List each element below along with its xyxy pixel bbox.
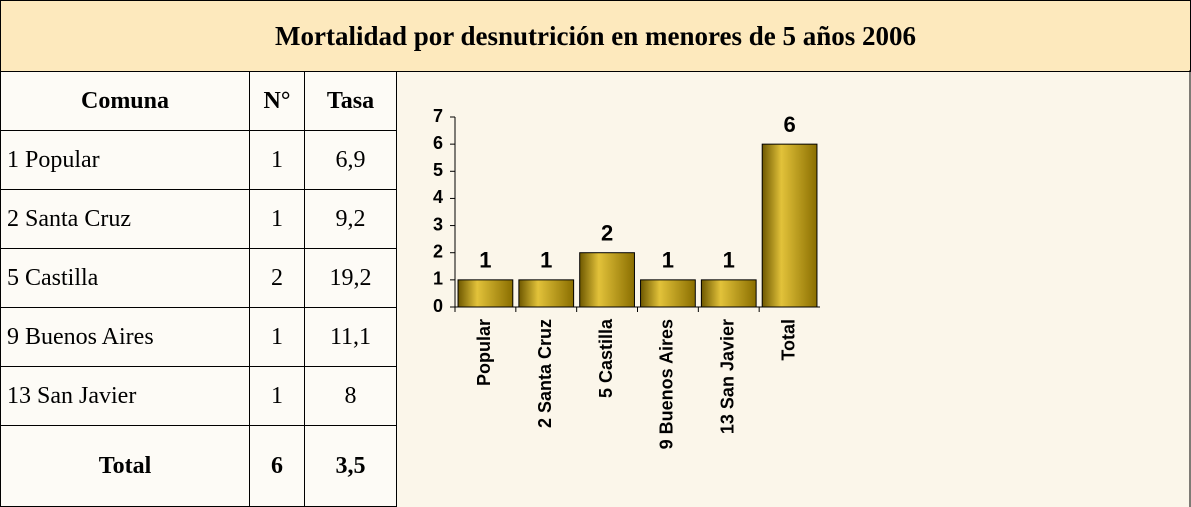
cell: 8 [304,366,397,426]
bar [579,252,635,308]
cell: 3,5 [304,425,397,507]
row: 5 Castilla 2 19,2 [0,248,397,308]
cell: 1 [249,130,305,190]
cell: Total [0,425,250,507]
x-tick-label: 5 Castilla [596,318,616,398]
bar [457,279,514,308]
x-tick-label: Total [778,319,798,361]
cell: 6 [249,425,305,507]
value-label: 1 [723,248,735,273]
cell: 1 Popular [0,130,250,190]
value-label: 1 [540,248,552,273]
cell: 11,1 [304,307,397,367]
header-cell: N° [249,71,305,131]
y-tick-label: 2 [433,241,443,261]
row: 1 Popular 1 6,9 [0,130,397,190]
x-tick-label: Popular [474,319,494,386]
y-tick-label: 0 [433,296,443,316]
y-tick-label: 5 [433,160,443,180]
cell: 19,2 [304,248,397,308]
data-table: Comuna N° Tasa 1 Popular 1 6,9 2 Santa Cru… [0,71,397,507]
x-tick-label: 2 Santa Cruz [535,319,555,428]
row: 9 Buenos Aires 1 11,1 [0,307,397,367]
y-tick-label: 1 [433,269,443,289]
x-tick-label: 9 Buenos Aires [657,319,677,449]
cell: 13 San Javier [0,366,250,426]
cell: 1 [249,307,305,367]
total-row: Total 6 3,5 [0,425,397,507]
bar [640,279,696,308]
y-tick-label: 3 [433,214,443,234]
y-tick-label: 4 [433,187,443,207]
value-label: 6 [783,112,795,137]
cell: 6,9 [304,130,397,190]
cell: 9,2 [304,189,397,249]
bar [700,279,757,308]
cell: 2 [249,248,305,308]
cell: 5 Castilla [0,248,250,308]
bar [761,143,818,308]
row: 13 San Javier 1 8 [0,366,397,426]
header-cell: Tasa [304,71,397,131]
x-tick-label: 13 San Javier [718,319,738,434]
title: Mortalidad por desnutrición en menores d… [0,0,1191,72]
y-tick-label: 6 [433,133,443,153]
bar [518,279,575,308]
row: 2 Santa Cruz 1 9,2 [0,189,397,249]
cell: 9 Buenos Aires [0,307,250,367]
cell: 1 [249,189,305,249]
y-tick-label: 7 [433,106,443,126]
cell: 2 Santa Cruz [0,189,250,249]
value-label: 1 [662,248,674,273]
value-label: 1 [479,248,491,273]
value-label: 2 [601,221,613,246]
